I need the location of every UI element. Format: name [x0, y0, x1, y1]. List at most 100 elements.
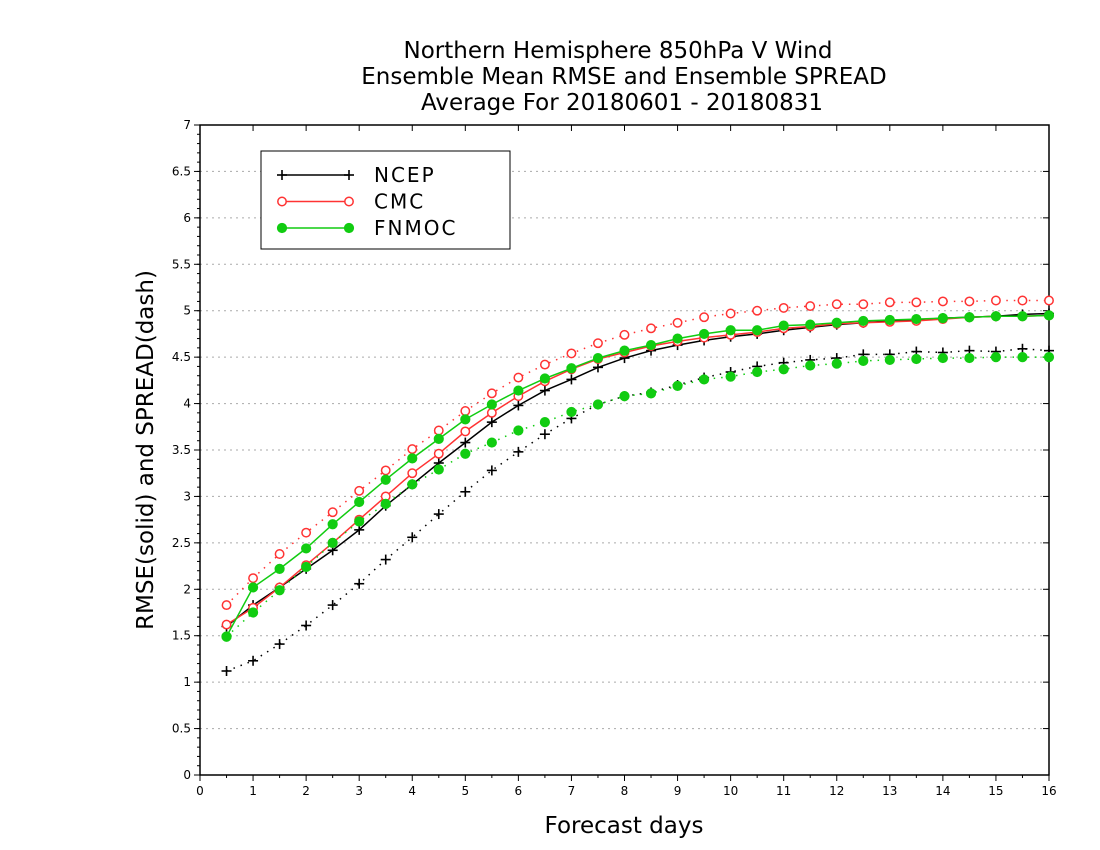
cmc-spread-point: [221, 600, 232, 611]
cmc-spread-point: [433, 425, 444, 436]
cmc-spread-point: [513, 372, 524, 383]
fnmoc-spread-point: [805, 360, 816, 371]
fnmoc-rmse-point: [831, 317, 842, 328]
fnmoc-rmse-point: [592, 352, 604, 364]
cmc-rmse-line: [226, 314, 1050, 626]
fnmoc-spread-point: [247, 607, 259, 618]
fnmoc-rmse-point: [274, 563, 285, 574]
ncep-spread-point: [407, 532, 418, 543]
ncep-spread-point: [327, 600, 338, 611]
y-axis-label: RMSE(solid) and SPREAD(dash): [133, 270, 159, 630]
cmc-spread-point: [619, 329, 630, 340]
fnmoc-spread-point: [725, 371, 736, 382]
x-tick-label-6: 6: [515, 784, 523, 798]
fnmoc-spread-point: [592, 399, 604, 410]
fnmoc-spread-point: [645, 388, 657, 399]
ncep-spread-markers: [221, 343, 1054, 676]
y-tick-label-8: 4: [183, 397, 191, 411]
y-tick-label-1: 0.5: [172, 722, 191, 736]
ncep-spread-point: [433, 509, 444, 520]
cmc-spread-point: [301, 527, 312, 538]
cmc-spread-point: [911, 297, 922, 308]
fnmoc-rmse-point: [380, 474, 391, 485]
fnmoc-rmse-line: [225, 314, 1050, 637]
fnmoc-spread-point: [407, 479, 418, 490]
legend-label-ncep: NCEP: [374, 163, 436, 187]
ncep-spread-point: [539, 429, 550, 440]
x-tick-label-13: 13: [882, 784, 897, 798]
cmc-spread-point: [274, 549, 285, 559]
x-tick-label-16: 16: [1041, 784, 1056, 798]
y-tick-label-11: 5.5: [172, 257, 191, 271]
cmc-spread-point: [805, 301, 816, 312]
cmc-spread-point: [460, 406, 471, 416]
x-tick-label-4: 4: [408, 784, 416, 798]
cmc-spread-point: [1017, 295, 1028, 306]
chart-title: Northern Hemisphere 850hPa V Wind Ensemb…: [361, 38, 886, 116]
fnmoc-rmse-point: [327, 519, 338, 530]
fnmoc-rmse-point: [858, 315, 869, 327]
cmc-spread-point: [725, 308, 736, 319]
fnmoc-spread-markers: [221, 352, 1055, 642]
fnmoc-rmse-point: [539, 373, 551, 384]
cmc-spread-point: [937, 296, 948, 307]
ncep-spread-point: [248, 655, 259, 666]
ncep-rmse-line: [226, 312, 1050, 627]
x-tick-label-2: 2: [302, 784, 310, 798]
cmc-spread-point: [248, 573, 259, 584]
legend-box: [260, 150, 511, 250]
ncep-rmse-point: [486, 417, 497, 428]
ncep-spread-line: [226, 348, 1050, 672]
fnmoc-spread-point: [486, 437, 497, 448]
ncep-spread-point: [274, 639, 285, 650]
ncep-spread-point: [513, 446, 524, 457]
cmc-spread-point: [593, 338, 603, 349]
y-tick-label-12: 6: [183, 211, 191, 225]
cmc-spread-point: [752, 305, 763, 316]
legend-label-fnmoc: FNMOC: [374, 216, 457, 240]
fnmoc-rmse-point: [433, 433, 444, 444]
legend-marker-right-ncep: [344, 170, 354, 180]
fnmoc-spread-line: [225, 356, 1049, 638]
cmc-spread-point: [672, 317, 683, 328]
x-tick-label-3: 3: [355, 784, 363, 798]
y-tick-label-13: 6.5: [172, 164, 191, 178]
x-tick-label-12: 12: [829, 784, 844, 798]
fnmoc-rmse-markers: [221, 310, 1055, 642]
ncep-spread-point: [486, 465, 497, 476]
fnmoc-rmse-point: [698, 328, 710, 340]
cmc-rmse-point: [221, 619, 232, 630]
fnmoc-rmse-point: [778, 320, 789, 331]
fnmoc-spread-point: [672, 380, 683, 392]
ncep-rmse-markers: [221, 308, 1054, 632]
legend-marker-right-fnmoc: [343, 222, 355, 234]
y-tick-label-0: 0: [183, 768, 191, 782]
ncep-rmse-point: [539, 385, 550, 396]
x-axis-ticks: 0 1 2 3 4 5 6 7 8 9 10 11 12 13 14 15 16: [196, 125, 1057, 798]
fnmoc-spread-point: [858, 355, 869, 366]
y-tick-label-14: 7: [183, 118, 191, 132]
cmc-spread-point: [884, 297, 895, 308]
fnmoc-spread-point: [274, 585, 285, 596]
series-layer: [221, 295, 1055, 676]
x-axis-label: Forecast days: [545, 813, 704, 839]
ncep-rmse-point: [460, 437, 471, 448]
legend-marker-left-cmc: [277, 196, 287, 207]
cmc-spread-point: [380, 465, 391, 476]
y-tick-label-3: 1.5: [172, 629, 191, 643]
ncep-spread-point: [380, 554, 391, 565]
cmc-spread-point: [1044, 295, 1054, 306]
fnmoc-spread-point: [937, 352, 948, 364]
fnmoc-rmse-point: [1043, 310, 1055, 321]
cmc-spread-point: [858, 299, 869, 310]
fnmoc-rmse-point: [221, 631, 232, 642]
fnmoc-rmse-point: [911, 313, 922, 325]
y-tick-label-7: 3.5: [172, 443, 191, 457]
cmc-spread-point: [354, 485, 365, 496]
x-tick-label-10: 10: [723, 784, 738, 798]
title-line-3: Average For 20180601 - 20180831: [421, 90, 823, 116]
x-tick-label-14: 14: [935, 784, 950, 798]
fnmoc-rmse-point: [937, 313, 948, 324]
y-tick-label-10: 5: [183, 304, 191, 318]
